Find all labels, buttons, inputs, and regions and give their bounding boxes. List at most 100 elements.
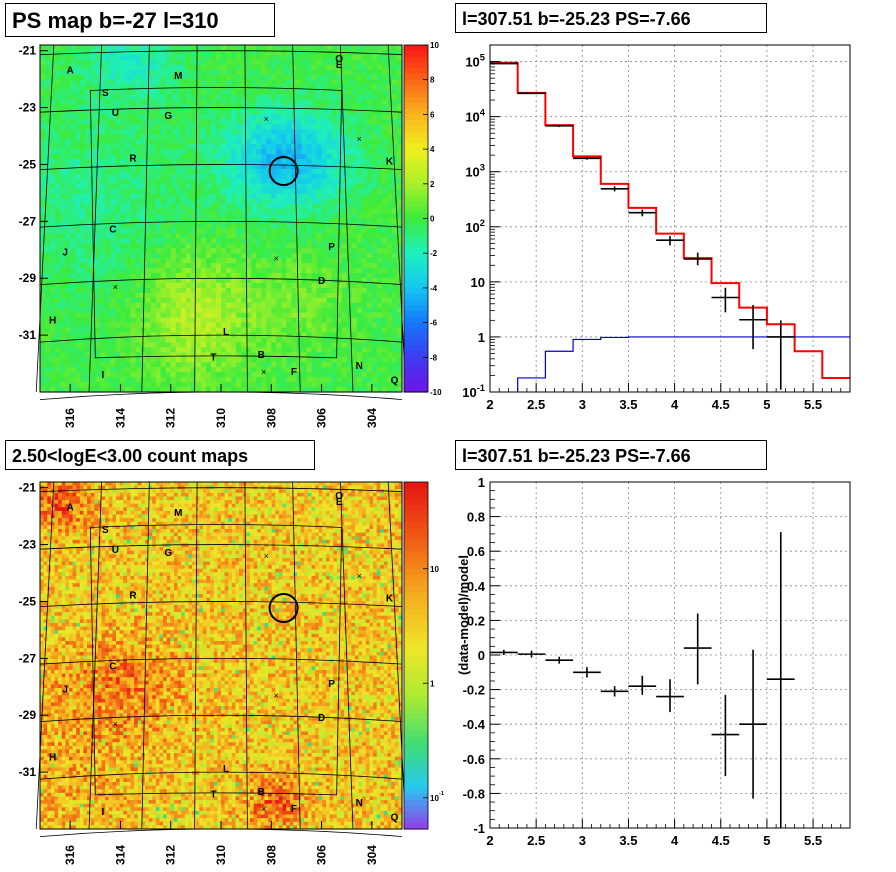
ps-map-pixel [115,119,122,125]
ps-map-pixel [205,129,212,135]
ps-map-pixel [376,129,383,135]
ps-map-pixel [286,129,292,135]
ps-map-pixel [170,198,177,205]
ps-map-pixel [65,183,71,190]
ps-map-pixel [286,282,292,289]
ps-map-pixel [316,144,323,150]
ps-map-pixel [301,317,308,324]
ps-map-pixel [140,248,147,254]
ps-map-pixel [80,258,86,264]
ps-map-pixel [185,307,192,314]
ps-map-pixel [95,372,101,378]
ps-map-pixel [100,59,106,66]
ps-map-pixel [226,367,232,373]
ps-map-pixel [286,322,292,329]
ps-map-pixel [160,84,167,91]
ps-map-pixel [195,292,202,299]
ps-map-pixel [231,94,237,101]
ps-map-pixel [140,124,147,130]
ps-map-pixel [241,317,247,324]
ps-map-pixel [110,198,117,205]
ps-map-pixel [75,268,81,274]
ps-map-pixel [316,129,323,135]
ps-map-pixel [40,208,46,215]
ps-map-pixel [80,69,86,76]
ps-map-pixel [165,387,172,393]
ps-map-pixel [316,302,323,309]
ps-map-pixel [346,372,353,378]
ps-map-pixel [195,347,202,353]
ps-map-pixel [170,129,177,135]
ps-map-pixel [321,282,328,289]
ps-map-pixel [165,193,172,200]
ps-map-pixel [386,163,393,170]
ps-map-pixel [266,327,272,334]
ps-map-pixel [195,273,202,279]
ps-map-pixel [236,233,242,239]
ps-map-pixel [241,357,247,363]
ps-map-pixel [70,273,76,279]
ps-map-pixel [185,79,192,86]
ps-map-pixel [256,178,262,185]
ps-map-pixel [40,382,46,388]
ps-map-pixel [85,387,91,393]
ps-map-pixel [241,159,247,165]
ps-map-pixel [65,307,71,314]
ps-map-pixel [331,188,338,195]
ps-map-pixel [246,69,252,76]
ps-map-pixel [140,382,147,388]
ps-map-pixel [361,49,368,56]
ps-map-pixel [286,178,292,185]
ps-map-pixel [170,307,177,314]
ps-map-pixel [145,149,152,155]
ps-map-pixel [60,347,66,353]
ps-map-pixel [311,268,318,274]
ps-map-pixel [251,238,257,244]
ps-map-pixel [160,282,167,289]
ps-map-pixel [281,89,287,96]
ps-map-pixel [105,263,111,269]
ps-map-pixel [366,332,373,339]
ps-map-pixel [331,332,338,339]
ps-map-pixel [236,183,242,190]
ps-map-pixel [366,188,373,195]
ps-map-pixel [135,203,142,210]
ps-map-pixel [155,282,162,289]
ps-map-pixel [221,347,227,353]
ps-map-pixel [195,144,202,150]
ps-map-pixel [110,104,117,111]
ps-map-pixel [266,352,272,358]
ps-map-pixel [281,168,287,175]
ps-map-pixel [150,144,157,150]
ps-map-pixel [286,89,292,96]
ps-map-pixel [231,79,237,86]
ps-map-pixel [125,79,132,86]
ps-map-pixel [276,54,282,61]
ps-map-pixel [261,163,267,170]
ps-map-pixel [331,273,338,279]
ps-map-pixel [376,248,383,254]
ps-map-pixel [105,119,111,125]
ps-map-pixel [155,84,162,91]
ps-map-pixel [100,228,106,234]
ps-map-pixel [286,168,292,175]
ps-map-pixel [145,154,152,160]
ps-map-pixel [351,69,358,76]
ps-map-pixel [391,347,398,353]
ps-map-pixel [185,149,192,155]
ps-map-pixel [145,114,152,120]
ps-map-pixel [391,94,398,101]
ps-map-pixel [210,208,217,215]
ps-map-pixel [165,273,172,279]
ps-map-pixel [50,377,56,383]
ps-map-pixel [256,49,262,56]
ps-map-pixel [130,208,137,215]
ps-map-pixel [40,59,46,66]
ps-map-pixel [316,377,323,383]
ps-map-pixel [351,263,358,269]
ps-map-pixel [291,362,298,368]
ps-map-pixel [346,273,353,279]
ps-map-pixel [266,372,272,378]
ps-map-pixel [296,193,303,200]
ps-map-pixel [396,49,403,56]
